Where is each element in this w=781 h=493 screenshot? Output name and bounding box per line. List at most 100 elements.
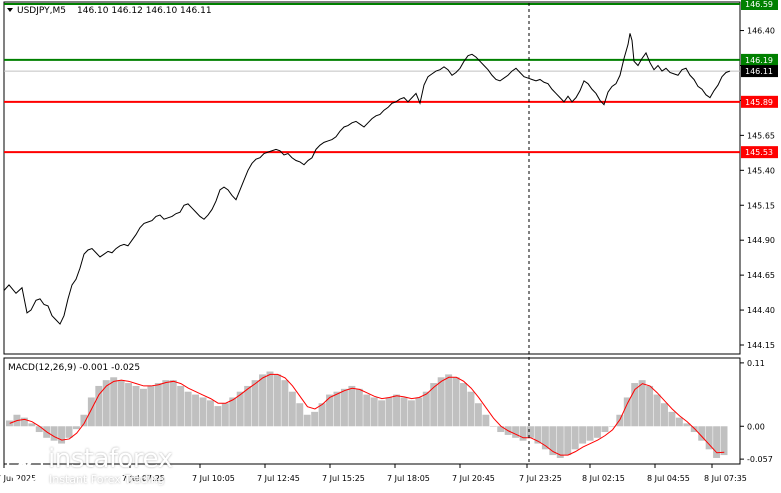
macd-hist-bar: [452, 377, 460, 427]
macd-hist-bar: [65, 426, 73, 438]
price-panel[interactable]: [3, 1, 741, 355]
macd-hist-bar: [72, 426, 80, 430]
level-label: 145.89: [745, 98, 773, 107]
macd-hist-bar: [95, 385, 103, 427]
dropdown-triangle-icon[interactable]: [7, 8, 13, 12]
macd-hist-bar: [482, 414, 490, 427]
time-tick-label: 7 Jul 20:45: [452, 474, 495, 483]
macd-hist-bar: [273, 374, 281, 427]
macd-series: 0.11 0.00 -0.057: [6, 359, 773, 464]
macd-hist-bar: [333, 391, 341, 427]
macd-hist-bar: [311, 411, 319, 427]
level-label: 146.19: [745, 56, 773, 65]
macd-hist-bar: [259, 374, 267, 427]
macd-hist-bar: [690, 426, 698, 433]
macd-hist-bar: [668, 411, 676, 427]
macd-title: MACD(12,26,9) -0.001 -0.025: [8, 363, 140, 373]
macd-hist-bar: [154, 383, 162, 427]
price-tick-label: 144.65: [747, 271, 775, 280]
macd-hist-bar: [177, 385, 185, 427]
macd-hist-bar: [266, 371, 274, 427]
macd-hist-bar: [407, 400, 415, 427]
price-tick-label: 145.15: [747, 201, 775, 210]
macd-hist-bar: [705, 426, 713, 450]
macd-hist-bar: [683, 423, 691, 427]
macd-hist-bar: [430, 383, 438, 427]
macd-signal-line: [9, 373, 725, 456]
symbol-label: USDJPY,M5: [17, 6, 66, 16]
logo-name: instaforex: [48, 444, 173, 474]
level-tag: [741, 95, 778, 108]
macd-hist-bar: [117, 380, 125, 427]
level-label: 146.59: [745, 0, 773, 9]
macd-hist-bar: [698, 426, 706, 441]
macd-hist-bar: [675, 417, 683, 427]
macd-hist-bar: [139, 388, 147, 427]
logo-tagline: Instant Forex Trading: [49, 473, 165, 486]
macd-hist-bar: [244, 385, 252, 427]
macd-hist-bar: [534, 426, 542, 444]
macd-hist-bar: [460, 383, 467, 427]
macd-hist-bar: [348, 385, 356, 427]
macd-hist-bar: [102, 380, 110, 427]
macd-hist-bar: [586, 426, 594, 441]
macd-hist-bar: [556, 426, 564, 458]
macd-hist-bar: [445, 374, 453, 427]
instaforex-logo: instaforex Instant Forex Trading: [2, 444, 182, 488]
macd-hist-bar: [214, 406, 222, 427]
macd-hist-bar: [497, 426, 505, 433]
macd-hist-bar: [132, 385, 140, 427]
time-tick-label: 7 Jul 07:25: [122, 474, 165, 483]
current-price-label: 146.11: [745, 67, 773, 76]
macd-hist-bar: [35, 426, 43, 433]
macd-hist-bar: [527, 426, 534, 438]
macd-hist-bar: [58, 426, 66, 444]
macd-hist-bar: [541, 426, 549, 450]
macd-hist-bar: [646, 385, 654, 427]
level-tag: [741, 146, 778, 159]
time-tick-label: 8 Jul 02:15: [582, 474, 625, 483]
macd-hist-bar: [549, 426, 557, 456]
macd-hist-bar: [623, 397, 631, 427]
macd-hist-bar: [6, 420, 13, 427]
macd-hist-bar: [192, 394, 200, 427]
macd-hist-bar: [184, 391, 192, 427]
macd-hist-bar: [110, 377, 118, 427]
price-tick-label: 144.15: [747, 341, 775, 350]
macd-hist-bar: [296, 403, 304, 427]
level-label: 145.53: [745, 148, 773, 157]
price-tick-label: 145.40: [747, 166, 775, 175]
time-tick-label: 7 Jul 10:05: [192, 474, 235, 483]
price-tick-label: 144.90: [747, 236, 775, 245]
macd-hist-bar: [87, 397, 95, 427]
price-line: [3, 33, 731, 325]
macd-tick-label: -0.057: [747, 455, 773, 464]
macd-hist-bar: [318, 403, 326, 427]
macd-hist-bar: [281, 380, 289, 427]
macd-hist-bar: [512, 426, 520, 438]
macd-hist-bar: [661, 403, 668, 427]
level-tag: [741, 53, 778, 66]
time-tick-label: 7 Jul 2025: [0, 474, 36, 483]
macd-hist-bar: [20, 417, 28, 427]
macd-hist-bar: [385, 397, 393, 427]
time-tick-label: 8 Jul 04:55: [647, 474, 690, 483]
macd-hist-bar: [608, 426, 616, 427]
level-lines: 146.59 146.19 145.89 145.53 146.11: [4, 0, 778, 159]
macd-hist-bar: [28, 423, 36, 427]
macd-hist-bar: [236, 391, 244, 427]
macd-hist-bar: [467, 391, 475, 427]
price-series: [3, 33, 731, 325]
macd-hist-bar: [251, 380, 259, 427]
time-tick-label: 7 Jul 18:05: [387, 474, 430, 483]
price-tick-label: 145.65: [747, 131, 775, 140]
macd-hist-bar: [355, 388, 363, 427]
macd-hist-bar: [564, 426, 572, 456]
macd-hist-bar: [579, 426, 587, 444]
macd-hist-bar: [638, 380, 646, 427]
macd-hist-bar: [363, 394, 371, 427]
macd-hist-bar: [720, 426, 728, 456]
macd-hist-bar: [653, 394, 661, 427]
